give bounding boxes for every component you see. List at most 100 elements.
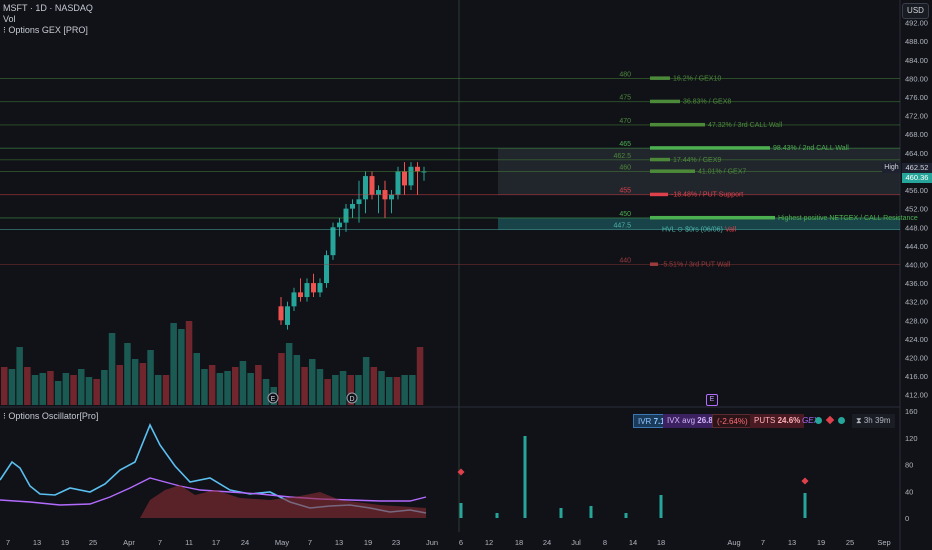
volume-bar (201, 369, 208, 405)
time-tick-label: 24 (543, 538, 551, 547)
options-gex-indicator-label[interactable]: ⁝ Options GEX [PRO] (3, 25, 88, 35)
volume-bar (47, 371, 54, 405)
puts-value: 24.6% (777, 416, 801, 425)
candle-body (298, 292, 303, 298)
time-tick-label: 11 (185, 538, 193, 547)
osc-tick-label: 120 (905, 434, 918, 443)
osc-tick-label: 40 (905, 487, 913, 496)
candle-body (415, 166, 420, 172)
gex-status-dot-icon (815, 417, 822, 424)
volume-bar (362, 357, 370, 405)
oscillator-area (140, 485, 426, 518)
volume-bar (108, 333, 116, 405)
volume-bar (216, 373, 224, 405)
volume-bar (93, 379, 100, 405)
gex-level-value: 450 (619, 211, 631, 218)
candle-body (350, 204, 355, 209)
gex-level-bar (650, 146, 770, 150)
volume-bar (178, 329, 185, 405)
volume-bar (31, 375, 39, 405)
candle-body (311, 283, 316, 293)
volume-bar (393, 377, 401, 405)
price-tick-label: 452.00 (905, 205, 928, 214)
oscillator-spike (559, 508, 563, 518)
volume-bar (232, 367, 239, 405)
volume-bar (278, 353, 285, 405)
price-tick-label: 484.00 (905, 56, 928, 65)
volume-bar (24, 367, 31, 405)
price-tick-label: 416.00 (905, 372, 928, 381)
puts-label: PUTS (754, 416, 776, 425)
volume-bar (147, 350, 154, 405)
gex-level-value: 465 (619, 141, 631, 148)
timer-badge: ⧗ 3h 39m (852, 414, 895, 428)
volume-bar (185, 321, 193, 405)
hourglass-icon: ⧗ (856, 416, 862, 425)
gex-level-value: 447.5 (613, 223, 631, 230)
time-tick-label: 17 (212, 538, 220, 547)
earnings-marker-text: E (271, 396, 276, 403)
oscillator-line-purple (0, 477, 427, 506)
oscillator-spike (523, 436, 527, 518)
put-diamond-icon (457, 468, 465, 476)
time-tick-label: 18 (515, 538, 523, 547)
candle-body (337, 222, 342, 228)
ivx-label: IVX avg (667, 416, 696, 425)
gex-level-value: 462.5 (613, 153, 631, 160)
symbol-title: MSFT · 1D · NASDAQ (3, 3, 93, 13)
gex-level-label: Highest positive NETGEX / CALL Resistanc… (778, 215, 918, 222)
time-tick-label: 7 (761, 538, 765, 547)
high-label: High (882, 163, 901, 173)
earnings-event-badge[interactable]: E (706, 394, 718, 406)
volume-bar (301, 367, 308, 405)
time-tick-label: 13 (335, 538, 343, 547)
currency-button[interactable]: USD (902, 3, 929, 19)
gex-level-label: -5.51% / 3rd PUT Wall (661, 261, 731, 268)
osc-tick-label: 0 (905, 514, 909, 523)
gex-status-dot-icon-2 (838, 417, 845, 424)
time-tick-label: Jul (571, 538, 581, 547)
volume-label: Vol (3, 14, 16, 24)
gex-level-bar (650, 192, 668, 197)
volume-bar (131, 359, 139, 405)
gex-level-label: 41.01% / GEX7 (698, 168, 746, 175)
time-tick-label: 25 (846, 538, 854, 547)
volume-bar (139, 363, 147, 405)
gex-level-value: 460 (619, 164, 631, 171)
oscillator-spike (659, 495, 663, 518)
time-tick-label: Apr (123, 538, 135, 547)
price-tick-label: 436.00 (905, 279, 928, 288)
candle-body (389, 194, 394, 200)
timer-value: 3h 39m (863, 416, 891, 425)
time-tick-label: 7 (158, 538, 162, 547)
dividend-marker-text: D (349, 396, 354, 403)
gex-level-bar (650, 122, 705, 127)
candle-body (363, 176, 368, 200)
time-tick-label: 6 (459, 538, 463, 547)
gex-level-label: 98.43% / 2nd CALL Wall (773, 145, 849, 152)
options-oscillator-label[interactable]: ⁝ Options Oscillator[Pro] (3, 411, 99, 421)
volume-bar (409, 375, 416, 405)
volume-bar (285, 343, 293, 405)
gex-level-bar (650, 262, 658, 266)
time-tick-label: Jun (426, 538, 438, 547)
hvl-zone (498, 217, 900, 230)
candle-body (395, 171, 401, 195)
candle-body (330, 227, 336, 256)
gex-level-label: HVL ⊙ $0rs (06/06) (662, 227, 723, 234)
volume-bar (370, 367, 378, 405)
candle-body (291, 292, 297, 307)
volume-bar (247, 373, 254, 405)
time-tick-label: May (275, 538, 289, 547)
volume-bar (339, 371, 347, 405)
hvl-extra-label: Vall (725, 227, 737, 234)
last-price-tag: 460.36 (902, 173, 932, 183)
time-tick-label: 7 (308, 538, 312, 547)
gex-level-bar (650, 169, 695, 173)
gex-level-label: 16.2% / GEX10 (673, 75, 721, 82)
volume-bar (124, 343, 131, 405)
gex-level-bar (650, 99, 680, 104)
time-tick-label: 19 (61, 538, 69, 547)
volume-bar (170, 323, 177, 405)
